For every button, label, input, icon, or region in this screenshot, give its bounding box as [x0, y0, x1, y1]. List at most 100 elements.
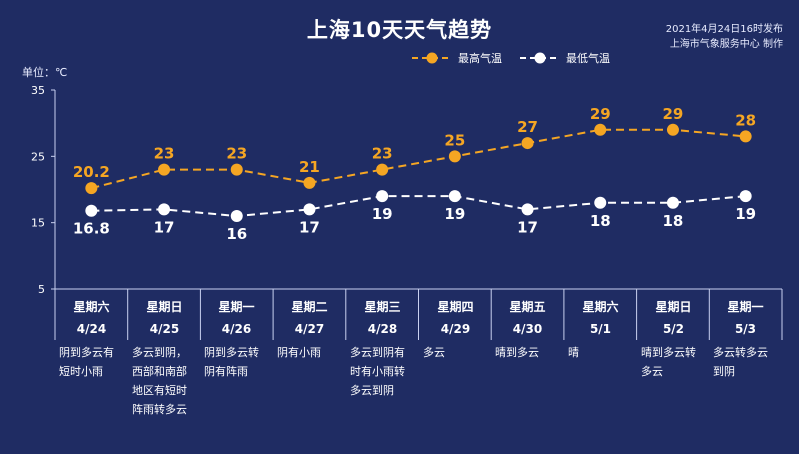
low-temp-point: [376, 190, 389, 203]
high-temp-label: 27: [517, 118, 538, 136]
legend-label-high: 最高气温: [458, 51, 502, 65]
day-weekday: 星期日: [655, 300, 692, 314]
high-temp-label: 25: [444, 131, 465, 149]
low-temp-label: 17: [299, 218, 320, 236]
high-temp-label: 20.2: [73, 163, 110, 181]
weather-line: 短时小雨: [59, 365, 103, 378]
chart-title: 上海10天天气趋势: [306, 18, 493, 42]
high-temp-label: 23: [372, 145, 393, 163]
unit-label: 单位：℃: [22, 66, 68, 79]
day-date: 4/27: [294, 322, 325, 336]
y-tick-label: 35: [31, 84, 45, 97]
high-temp-label: 28: [735, 111, 756, 129]
day-date: 5/1: [589, 322, 612, 336]
day-date: 5/2: [662, 322, 685, 336]
day-weekday: 星期二: [291, 300, 328, 314]
publisher: 上海市气象服务中心 制作: [669, 39, 783, 50]
day-weekday: 星期一: [218, 300, 255, 314]
low-temp-label: 17: [517, 218, 538, 236]
day-weekday: 星期日: [146, 300, 183, 314]
low-temp-label: 19: [444, 205, 465, 223]
low-temp-label: 17: [154, 218, 175, 236]
low-temp-label: 18: [663, 212, 684, 230]
day-date: 4/28: [367, 322, 398, 336]
day-weekday: 星期四: [437, 300, 474, 314]
high-temp-label: 29: [590, 105, 611, 123]
low-temp-label: 16: [226, 225, 247, 243]
legend-marker-low: [534, 52, 546, 64]
day-date: 4/30: [512, 322, 543, 336]
weather-line: 多云到阴有: [350, 346, 405, 359]
high-temp-point: [739, 130, 752, 143]
day-weekday: 星期五: [509, 300, 546, 314]
weather-line: 时有小雨转: [350, 365, 405, 378]
weather-line: 多云到阴，: [132, 346, 187, 359]
high-temp-line: [91, 128, 746, 190]
weather-line: 西部和南部: [132, 365, 187, 378]
high-temp-label: 29: [663, 105, 684, 123]
high-temp-point: [666, 123, 679, 136]
day-weather: 晴: [560, 343, 637, 362]
high-temp-point: [376, 163, 389, 176]
weather-line: 多云: [641, 365, 663, 378]
y-tick-label: 15: [31, 217, 45, 230]
high-temp-label: 21: [299, 158, 320, 176]
high-temp-point: [448, 150, 461, 163]
publish-info: 2021年4月24日16时发布 上海市气象服务中心 制作: [563, 22, 783, 52]
low-temp-label: 18: [590, 212, 611, 230]
day-weather: 多云转多云 到阴: [705, 343, 782, 381]
high-temp-label: 23: [154, 145, 175, 163]
weather-line: 阴到多云转: [204, 346, 259, 359]
day-weather: 多云: [415, 343, 492, 362]
low-temp-line: [91, 195, 746, 218]
day-weekday: 星期六: [582, 300, 619, 314]
weather-line: 阵雨转多云: [132, 403, 187, 416]
low-temp-point: [158, 203, 171, 216]
legend-marker-high: [426, 52, 438, 64]
day-weekday: 星期三: [364, 300, 401, 314]
publish-time: 2021年4月24日16时发布: [665, 24, 783, 35]
weather-line: 晴到多云转: [641, 346, 696, 359]
day-date: 5/3: [734, 322, 757, 336]
y-tick-label: 5: [38, 283, 45, 296]
high-temp-label: 23: [226, 145, 247, 163]
day-weather: 晴到多云转 多云: [633, 343, 710, 381]
weather-line: 阴到多云有: [59, 346, 114, 359]
high-temp-point: [158, 163, 171, 176]
day-weekday: 星期六: [73, 300, 110, 314]
weather-line: 地区有短时: [132, 384, 187, 397]
low-temp-point: [521, 203, 534, 216]
low-temp-point: [85, 204, 98, 217]
low-temp-label: 16.8: [73, 220, 110, 238]
high-temp-point: [230, 163, 243, 176]
day-weather: 阴有小雨: [269, 343, 346, 362]
weather-line: 晴: [568, 346, 579, 359]
weather-line: 多云: [423, 346, 445, 359]
legend-label-low: 最低气温: [566, 51, 610, 65]
low-temp-point: [594, 196, 607, 209]
weather-line: 到阴: [713, 365, 735, 378]
low-temp-label: 19: [372, 205, 393, 223]
low-temp-point: [448, 190, 461, 203]
high-temp-point: [303, 176, 316, 189]
low-temp-point: [230, 210, 243, 223]
day-weather: 多云到阴有时有小雨转多云到阴: [342, 343, 419, 400]
low-temp-point: [739, 190, 752, 203]
day-date: 4/25: [149, 322, 180, 336]
weather-line: 阴有阵雨: [204, 365, 248, 378]
day-date: 4/26: [221, 322, 252, 336]
weather-line: 晴到多云: [495, 346, 539, 359]
high-temp-point: [85, 182, 98, 195]
day-weather: 晴到多云: [487, 343, 564, 362]
y-tick-label: 25: [31, 150, 45, 163]
low-temp-point: [303, 203, 316, 216]
high-temp-point: [594, 123, 607, 136]
day-weekday: 星期一: [727, 300, 764, 314]
day-weather: 阴到多云有 短时小雨: [51, 343, 128, 381]
weather-line: 多云转多云: [713, 346, 768, 359]
day-weather: 阴到多云转 阴有阵雨: [196, 343, 273, 381]
day-weather: 多云到阴， 西部和南部地区有短时阵雨转多云: [124, 343, 201, 419]
weather-line: 阴有小雨: [277, 346, 321, 359]
weather-line: 多云到阴: [350, 384, 394, 397]
